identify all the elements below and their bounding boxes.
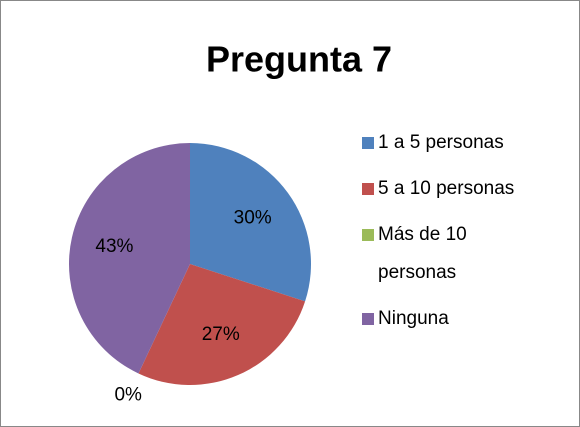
chart-title: Pregunta 7	[206, 39, 392, 80]
data-label: 0%	[114, 384, 142, 405]
pie-slice	[138, 264, 306, 385]
legend-entry: Ninguna	[362, 300, 518, 338]
legend-entry: Más de 10 personas	[362, 216, 518, 292]
pie-slice	[190, 143, 311, 302]
legend-label: 5 a 10 personas	[378, 178, 515, 199]
legend-label: 1 a 5 personas	[378, 132, 504, 153]
legend-swatch	[362, 183, 374, 195]
legend-swatch	[362, 137, 374, 149]
data-label: 30%	[234, 207, 272, 228]
legend-label: Ninguna	[378, 308, 449, 329]
legend-swatch	[362, 229, 374, 241]
data-label: 43%	[95, 236, 133, 257]
legend-entry: 5 a 10 personas	[362, 170, 518, 208]
legend-entry: 1 a 5 personas	[362, 124, 518, 162]
data-label: 27%	[202, 324, 240, 345]
legend-label: Más de 10 personas	[378, 224, 467, 283]
pie-slice	[68, 143, 190, 374]
legend-swatch	[362, 313, 374, 325]
legend: 1 a 5 personas 5 a 10 personas Más de 10 p…	[362, 124, 518, 338]
